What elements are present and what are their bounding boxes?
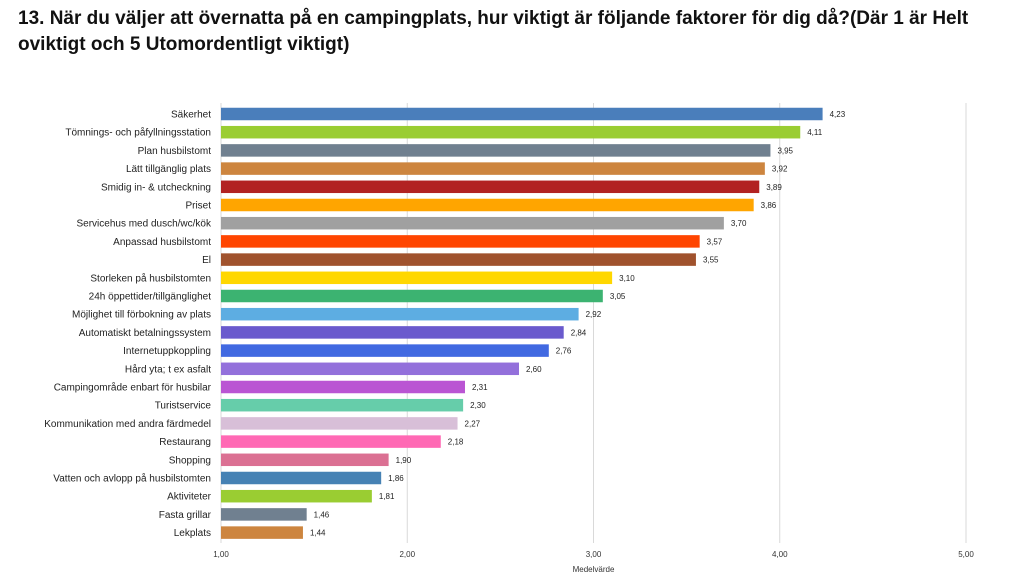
category-label: Lekplats [174,528,211,539]
category-label: Plan husbilstomt [138,146,212,157]
category-labels: Säkerhet Tömnings- och påfyllningsstation… [44,110,212,540]
category-label: Fasta grillar [159,510,212,521]
bar [221,453,389,467]
value-label: 2,30 [470,401,486,410]
x-tick-label: 2,00 [399,550,415,559]
value-label: 2,18 [448,438,464,447]
bar [221,216,724,230]
category-label: Turistservice [155,401,212,412]
bar [221,398,464,412]
category-label: Servicehus med dusch/wc/kök [76,219,212,230]
value-label: 3,89 [766,183,782,192]
category-label: Restaurang [159,437,211,448]
gridlines [220,103,967,543]
category-label: Lätt tillgänglig plats [126,164,211,175]
category-label: Storleken på husbilstomten [90,272,211,284]
bar [221,471,382,485]
category-label: Automatiskt betalningssystem [79,328,211,339]
value-label: 3,57 [707,237,723,246]
value-label: 1,46 [314,510,330,519]
category-label: Smidig in- & utcheckning [101,182,211,193]
value-label: 1,90 [396,456,412,465]
bar [221,326,564,339]
bar [221,162,765,175]
bar [221,289,603,303]
bar [221,526,303,539]
value-label: 4,11 [807,128,823,137]
value-label: 1,81 [379,492,395,501]
value-label: 2,76 [556,347,572,356]
value-label: 2,27 [465,419,481,428]
value-labels: 4,23 4,11 3,95 3,92 3,89 3,86 3,70 3,57 3,55 3,10… [310,110,846,538]
category-label: Möjlighet till förbokning av plats [72,310,211,321]
value-label: 3,55 [703,256,719,265]
bar [221,271,613,285]
value-label: 1,44 [310,529,326,538]
bar [221,253,696,266]
bars [221,107,823,539]
bar [221,307,579,321]
category-label: Aktiviteter [167,492,212,503]
category-label: Campingområde enbart för husbilar [54,382,212,394]
value-label: 3,10 [619,274,635,283]
bar [221,380,465,394]
x-axis-ticks: 1,00 2,00 3,00 4,00 5,00 [213,550,974,559]
x-tick-label: 5,00 [958,550,974,559]
x-tick-label: 3,00 [586,550,602,559]
bar [221,144,771,157]
value-label: 2,60 [526,365,542,374]
x-axis-title: Medelvärde [573,565,615,574]
value-label: 3,92 [772,165,788,174]
x-tick-label: 1,00 [213,550,229,559]
category-label: 24h öppettider/tillgänglighet [89,292,212,303]
bar [221,362,519,376]
chart-title: 13. När du väljer att övernatta på en ca… [18,8,969,55]
category-label: Shopping [169,455,211,466]
bar [221,198,754,212]
bar [221,508,307,521]
category-label: Säkerhet [171,110,211,121]
bar [221,435,441,448]
value-label: 1,86 [388,474,404,483]
bar [221,180,760,194]
value-label: 2,92 [586,310,602,319]
category-label: Tömnings- och påfyllningsstation [65,127,211,139]
category-label: Anpassad husbilstomt [113,237,211,248]
bar [221,125,801,139]
category-label: Vatten och avlopp på husbilstomten [53,473,211,485]
category-label: El [202,255,211,266]
category-label: Priset [185,201,211,212]
bar [221,417,458,430]
bar [221,235,700,248]
category-label: Internetuppkoppling [123,346,211,357]
value-label: 3,70 [731,219,747,228]
value-label: 3,86 [761,201,777,210]
bar [221,107,823,121]
value-label: 3,05 [610,292,626,301]
bar [221,344,549,357]
bar [221,489,372,503]
category-label: Kommunikation med andra färdmedel [44,419,211,430]
category-label: Hård yta; t ex asfalt [125,363,211,375]
x-tick-label: 4,00 [772,550,788,559]
value-label: 2,31 [472,383,488,392]
value-label: 2,84 [571,328,587,337]
value-label: 4,23 [830,110,846,119]
value-label: 3,95 [777,146,793,155]
